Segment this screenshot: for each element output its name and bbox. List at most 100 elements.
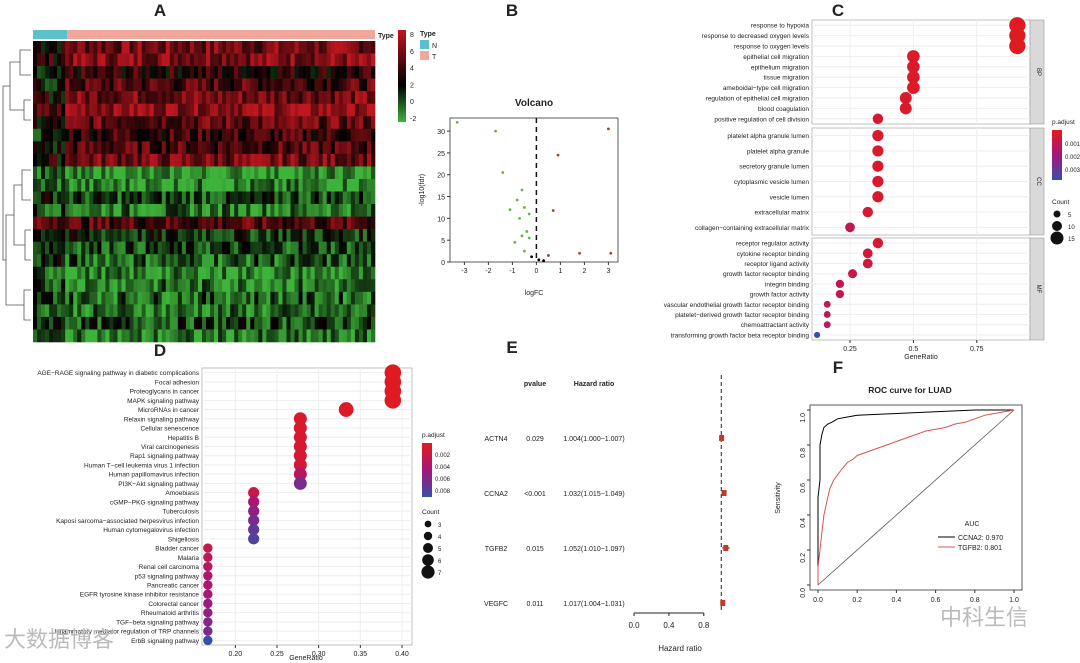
heatmap-cell [157, 153, 163, 167]
go-dot [907, 50, 920, 63]
heatmap-cell [302, 66, 307, 79]
heatmap-cell [73, 254, 78, 268]
heatmap-cell [246, 329, 251, 343]
heatmap-cell [161, 153, 167, 167]
heatmap-cell [262, 128, 267, 142]
heatmap-cell [314, 66, 319, 79]
heatmap-cell [226, 329, 231, 343]
heatmap-cell [218, 229, 223, 242]
heatmap-cell [314, 241, 319, 255]
heatmap-cell [197, 53, 203, 67]
heatmap-cell [286, 254, 291, 268]
heatmap-cell [185, 116, 191, 130]
heatmap-cell [49, 329, 54, 343]
heatmap-cell [93, 91, 98, 105]
heatmap-cell [274, 216, 279, 230]
heatmap-cell [350, 304, 356, 318]
heatmap-cell [266, 91, 271, 105]
heatmap-cell [161, 103, 167, 117]
heatmap-cell [161, 41, 167, 54]
heatmap-cell [33, 116, 38, 130]
heatmap-cell [141, 78, 146, 92]
heatmap-cell [218, 91, 223, 105]
heatmap-cell [69, 53, 74, 67]
heatmap-cell [318, 316, 323, 330]
heatmap-cell [137, 153, 142, 167]
heatmap-cell [370, 166, 376, 180]
heatmap-cell [137, 91, 142, 105]
heatmap-cell [181, 78, 187, 92]
heatmap-cell [65, 91, 70, 105]
heatmap-cell [169, 229, 175, 242]
roc-diagonal [817, 409, 1015, 586]
heatmap-cell [362, 91, 368, 105]
heatmap-cell [113, 266, 118, 280]
heatmap-cell [173, 141, 179, 155]
heatmap-cell [334, 41, 340, 54]
kegg-term-label: Inflammatory mediator regulation of TRP … [54, 629, 199, 636]
heatmap-cell [61, 204, 66, 217]
heatmap-cell [258, 116, 263, 130]
heatmap-cell [238, 316, 243, 330]
heatmap-cell [97, 166, 102, 180]
go-term-label: transforming growth factor beta receptor… [671, 332, 810, 339]
heatmap-cell [69, 41, 74, 54]
heatmap-cell [153, 41, 159, 54]
volcano-point [523, 249, 526, 253]
heatmap-cell [61, 266, 66, 280]
heatmap-cell [97, 91, 102, 105]
heatmap-cell [101, 91, 106, 105]
heatmap-cell [89, 153, 94, 167]
heatmap-cell [362, 241, 368, 255]
heatmap-cell [282, 291, 287, 305]
heatmap-cell [149, 266, 154, 280]
heatmap-cell [270, 103, 275, 117]
heatmap-cell [230, 128, 235, 142]
heatmap-cell [218, 304, 223, 318]
heatmap-cell [346, 116, 352, 130]
heatmap-cell [294, 53, 299, 67]
heatmap-cell [141, 316, 146, 330]
roc-xtick-label: 1.0 [1009, 597, 1019, 604]
heatmap-cell [153, 91, 159, 105]
heatmap-cell [197, 128, 203, 142]
heatmap-cell [73, 141, 78, 155]
heatmap-cell [161, 254, 167, 268]
heatmap-cell [298, 78, 303, 92]
heatmap-cell [145, 53, 150, 67]
heatmap-cell [330, 166, 336, 180]
heatmap-cell [177, 329, 183, 343]
heatmap-cell [214, 153, 219, 167]
go-term-label: response to decreased oxygen levels [702, 33, 810, 40]
heatmap-cell [177, 191, 183, 205]
heatmap-cell [318, 329, 323, 343]
heatmap-cell [69, 78, 74, 92]
heatmap-cell [145, 78, 150, 92]
heatmap-cell [137, 216, 142, 230]
heatmap-cell [350, 41, 356, 54]
go-size-legend-label: 15 [1068, 237, 1075, 243]
heatmap-cell [137, 103, 142, 117]
heatmap-cell [81, 153, 86, 167]
heatmap-cell [41, 153, 46, 167]
heatmap-cell [201, 316, 207, 330]
heatmap-cell [206, 316, 211, 330]
kegg-term-label: ErbB signaling pathway [131, 638, 200, 645]
heatmap-cell [153, 153, 159, 167]
heatmap-cell [89, 91, 94, 105]
heatmap-cell [286, 304, 291, 318]
heatmap-cell [210, 178, 215, 192]
heatmap-cell [133, 304, 138, 318]
heatmap-cell [37, 329, 42, 343]
heatmap-cell [222, 216, 227, 230]
heatmap-legend-swatch [420, 51, 429, 60]
heatmap-cell [294, 91, 299, 105]
heatmap-cell [282, 66, 287, 79]
heatmap-cell [141, 304, 146, 318]
heatmap-cell [254, 241, 259, 255]
heatmap-cell [85, 279, 90, 293]
heatmap-legend-swatch [420, 40, 429, 49]
heatmap-cell [362, 116, 368, 130]
heatmap-cell [342, 103, 348, 117]
heatmap-cell [133, 78, 138, 92]
